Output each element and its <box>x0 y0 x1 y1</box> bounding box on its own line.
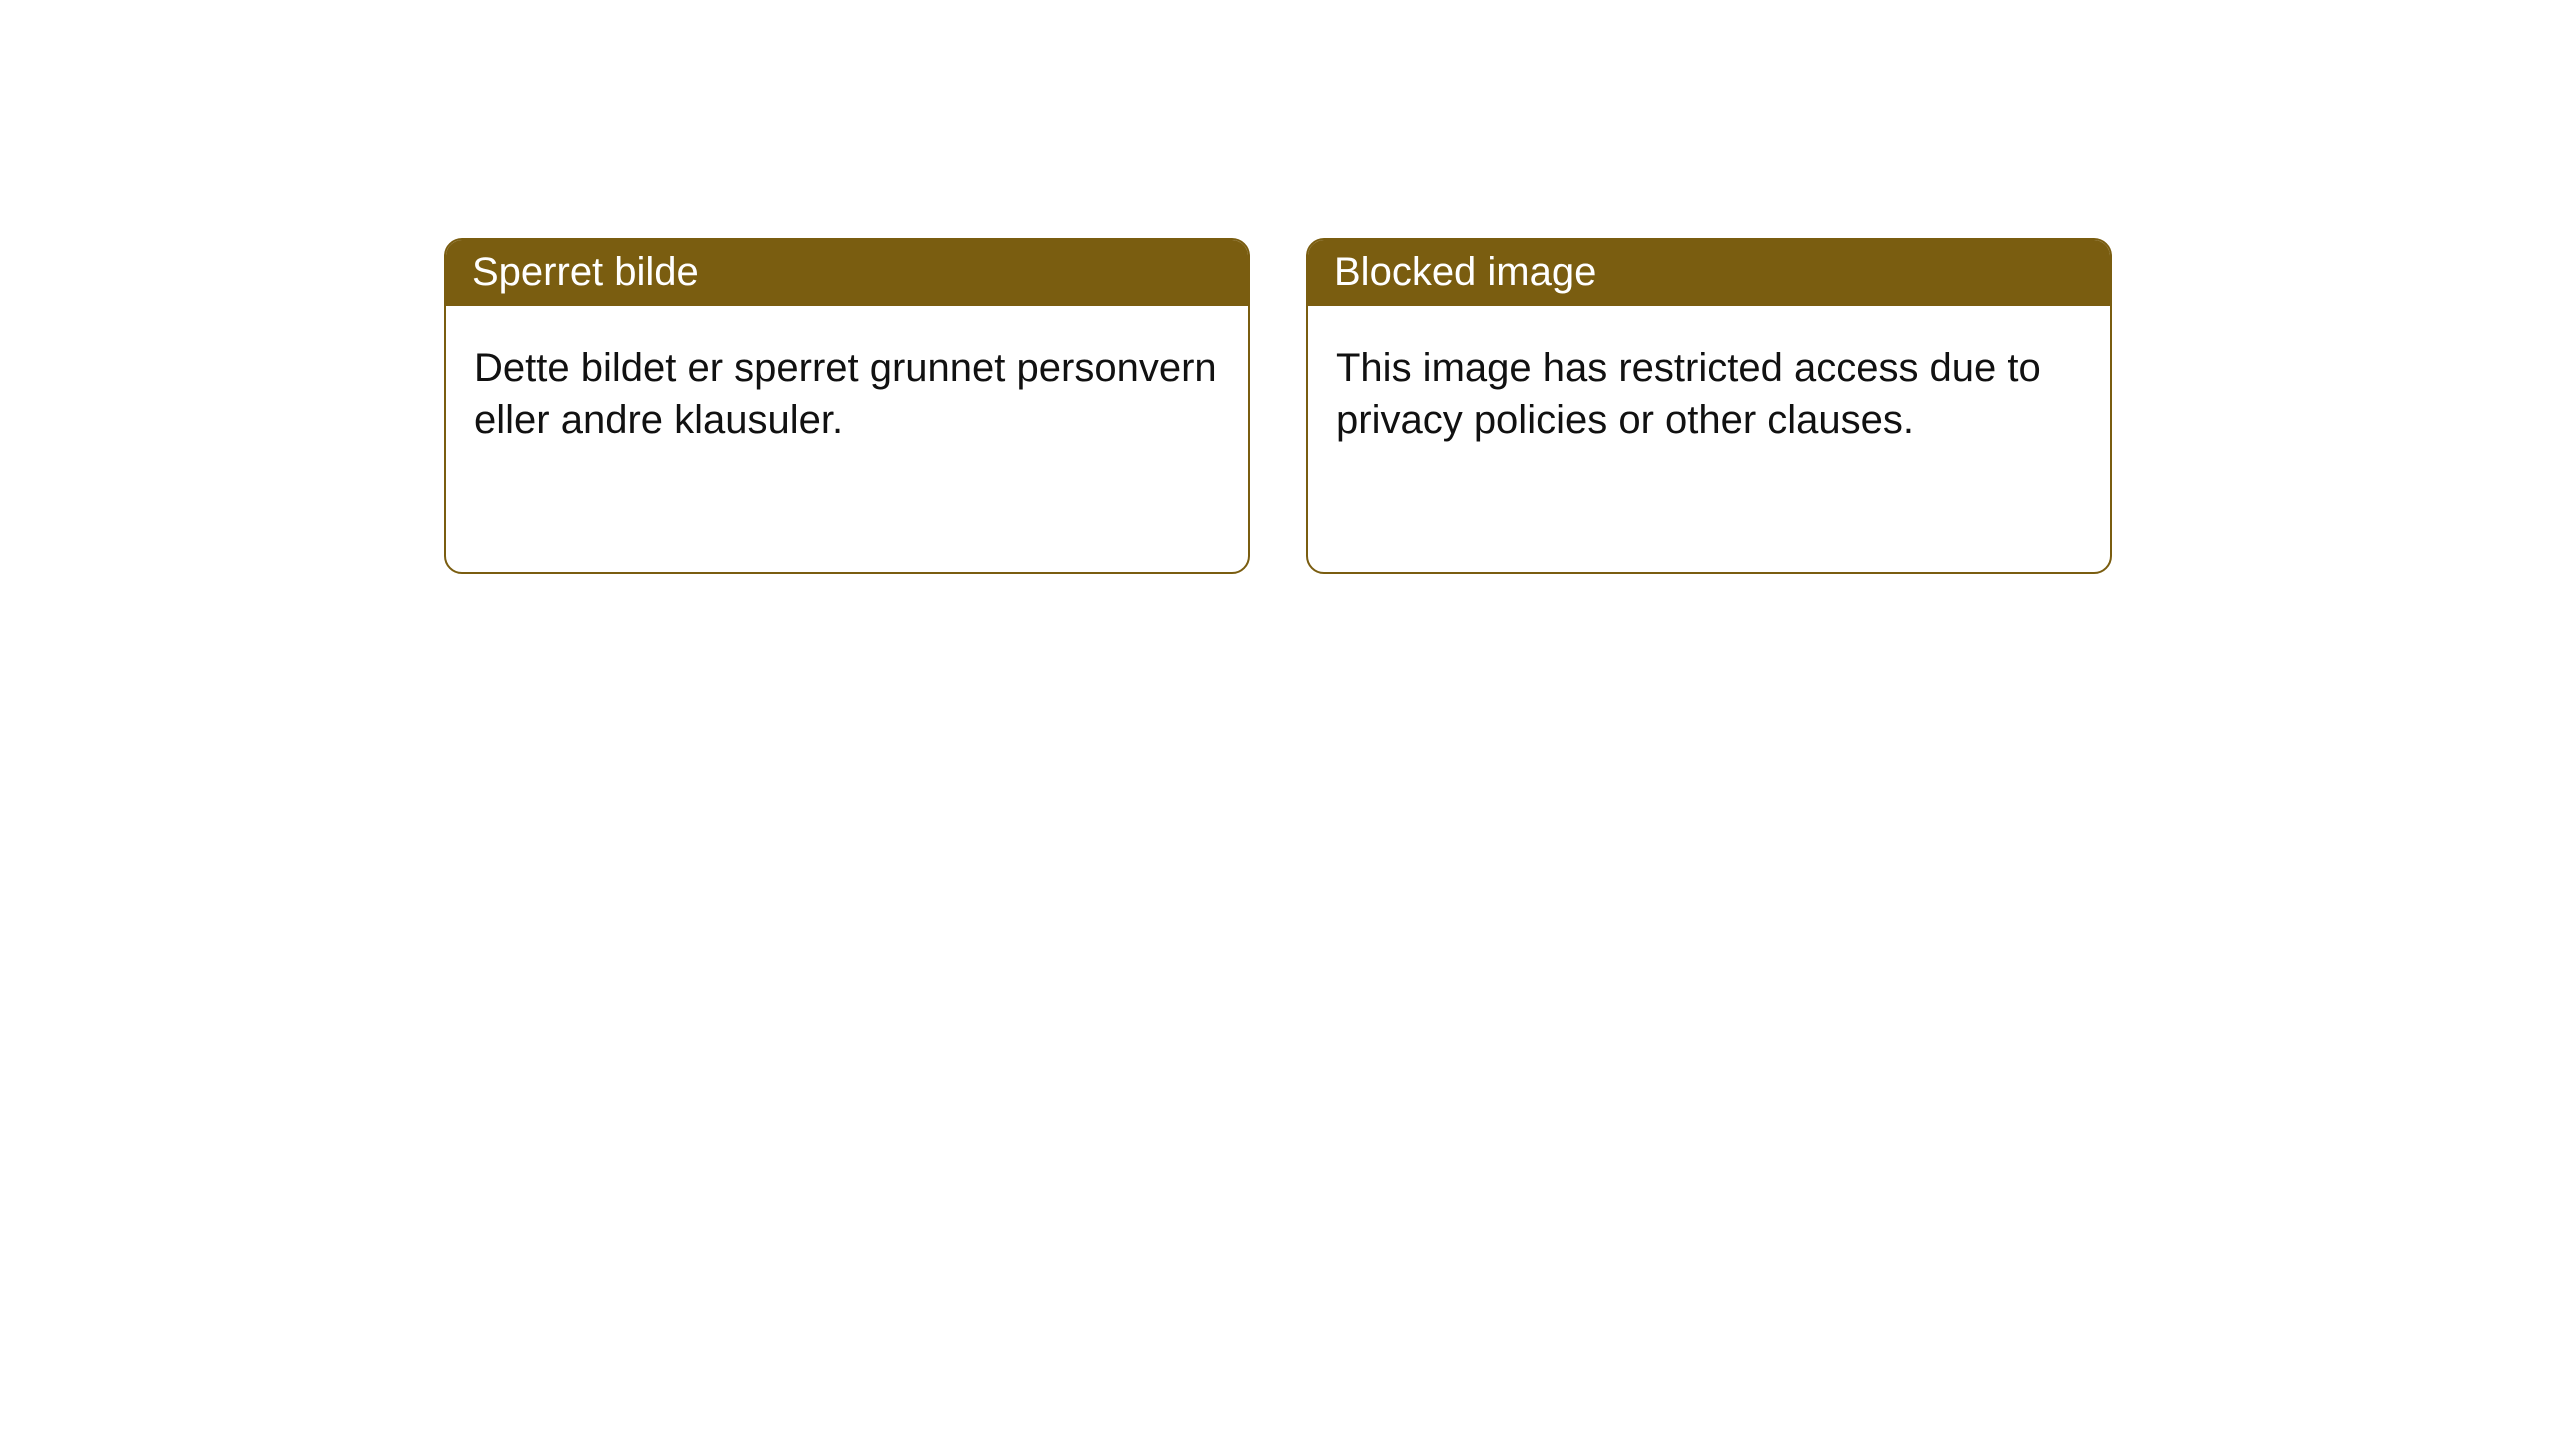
notice-box-no: Sperret bilde Dette bildet er sperret gr… <box>444 238 1250 574</box>
notice-header-en: Blocked image <box>1308 240 2110 306</box>
notice-body-no: Dette bildet er sperret grunnet personve… <box>446 306 1248 482</box>
notice-header-no: Sperret bilde <box>446 240 1248 306</box>
notice-container: Sperret bilde Dette bildet er sperret gr… <box>0 0 2560 574</box>
notice-body-en: This image has restricted access due to … <box>1308 306 2110 482</box>
notice-box-en: Blocked image This image has restricted … <box>1306 238 2112 574</box>
